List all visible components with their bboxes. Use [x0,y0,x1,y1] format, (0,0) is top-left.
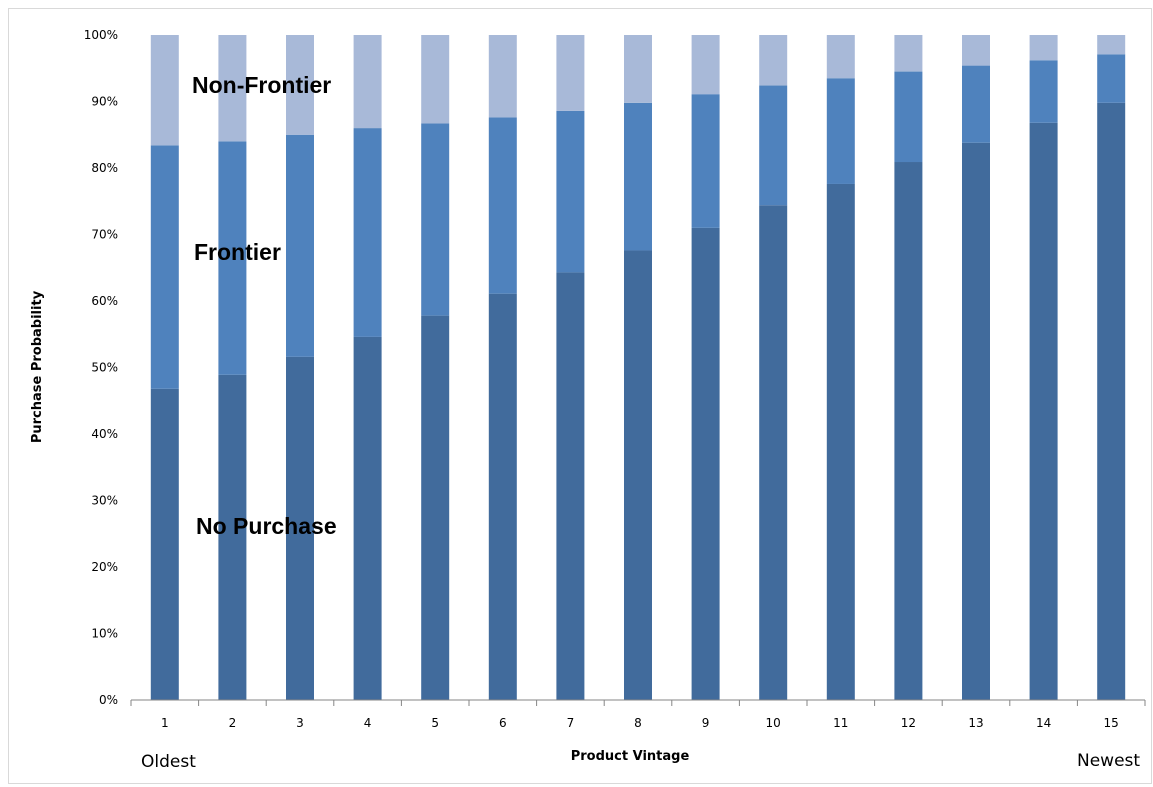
bar-frontier [624,102,652,251]
x-tick-label: 11 [833,716,848,730]
bar-no-purchase [759,205,788,701]
bar-non-frontier [826,35,855,79]
bar-no-purchase [421,315,450,700]
x-tick-label: 9 [702,716,710,730]
bar-no-purchase [691,227,720,700]
bar-non-frontier [759,35,788,86]
x-axis [130,699,1146,706]
bar-non-frontier [894,35,923,72]
bars-group [150,35,1126,701]
y-axis-title: Purchase Probability [30,290,45,443]
bar-frontier [1097,54,1126,103]
bar-frontier [150,145,179,389]
bar-frontier [421,123,450,316]
x-axis-title: Product Vintage [571,749,690,764]
bar-frontier [759,85,788,206]
y-tick-label: 30% [91,494,118,508]
bar-frontier [218,141,247,375]
bar-no-purchase [1029,122,1058,700]
bar-no-purchase [488,293,517,700]
bar-frontier [1029,60,1058,123]
bar-frontier [286,134,314,357]
x-tick-label: 12 [901,716,916,730]
bar-frontier [691,94,720,228]
bar-frontier [353,128,382,337]
y-tick-label: 20% [91,560,118,574]
y-axis-ticks: 0% 10% 20% 30% 40% 50% 60% 70% 80% 90% 100% [84,28,118,707]
bar-non-frontier [624,35,652,103]
x-tick-label: 3 [296,716,304,730]
annotation-non-frontier: Non-Frontier [192,72,331,98]
bar-non-frontier [691,35,720,95]
bar-non-frontier [1029,35,1058,61]
bar-non-frontier [1097,35,1126,55]
bar-non-frontier [421,35,450,124]
y-tick-label: 40% [91,427,118,441]
bar-non-frontier [218,35,247,142]
bar-no-purchase [826,183,855,700]
x-tick-label: 15 [1104,716,1119,730]
label-newest: Newest [1077,751,1140,771]
bar-no-purchase [353,336,382,700]
x-tick-label: 8 [634,716,642,730]
x-tick-label: 13 [968,716,983,730]
bar-frontier [556,110,585,273]
bar-frontier [488,117,517,294]
x-tick-label: 10 [766,716,781,730]
y-tick-label: 50% [91,361,118,375]
x-tick-label: 2 [229,716,237,730]
bar-no-purchase [894,162,923,700]
annotation-frontier: Frontier [194,239,281,265]
y-tick-label: 10% [91,627,118,641]
y-tick-label: 80% [91,161,118,175]
bar-non-frontier [556,35,585,111]
label-oldest: Oldest [141,752,196,772]
annotation-no-purchase: No Purchase [196,513,337,539]
bar-no-purchase [286,356,314,700]
bar-non-frontier [488,35,517,118]
bar-frontier [826,78,855,184]
y-tick-label: 100% [84,28,118,42]
bar-frontier [894,71,923,163]
bar-non-frontier [353,35,382,129]
bar-no-purchase [962,142,990,701]
bar-no-purchase [218,374,247,700]
bar-non-frontier [150,35,179,146]
bar-no-purchase [1097,102,1126,700]
y-tick-label: 70% [91,228,118,242]
bar-frontier [962,65,990,143]
y-tick-label: 0% [99,693,118,707]
x-axis-ticks: 1 2 3 4 5 6 7 8 9 10 11 12 13 14 15 [161,716,1119,730]
y-tick-label: 60% [91,294,118,308]
bar-non-frontier [962,35,990,66]
bar-no-purchase [150,388,179,700]
x-tick-label: 7 [567,716,575,730]
y-tick-label: 90% [91,95,118,109]
x-tick-label: 1 [161,716,169,730]
bar-non-frontier [286,35,314,135]
x-tick-label: 4 [364,716,372,730]
x-tick-label: 14 [1036,716,1051,730]
x-tick-label: 6 [499,716,507,730]
bar-no-purchase [556,272,585,700]
x-tick-label: 5 [431,716,439,730]
bar-no-purchase [624,250,652,700]
